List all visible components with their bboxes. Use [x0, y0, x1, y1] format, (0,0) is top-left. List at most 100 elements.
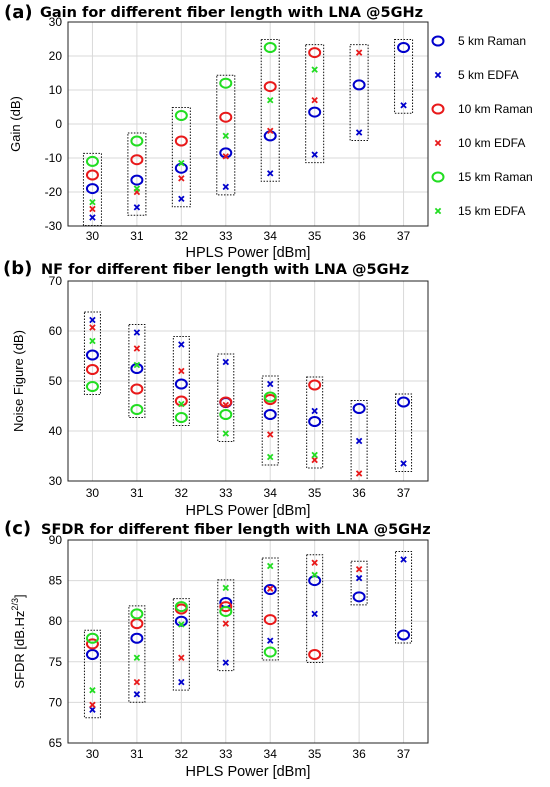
x-tick-label: 36 — [352, 486, 366, 500]
marker-10-km-edfa — [222, 153, 230, 160]
marker-10-km-raman — [85, 169, 99, 181]
x-tick-label: 35 — [308, 747, 322, 761]
group-box — [261, 375, 279, 466]
marker-15-km-raman — [263, 391, 277, 403]
marker-5-km-raman — [397, 629, 411, 641]
marker-10-km-edfa — [355, 470, 363, 477]
marker-5-km-raman — [174, 378, 188, 390]
marker-5-km-edfa — [355, 437, 363, 445]
y-tick-label: 70 — [49, 274, 63, 288]
marker-5-km-raman — [85, 648, 99, 660]
y-tick-label: 80 — [49, 614, 63, 628]
x-tick-label: 30 — [86, 229, 100, 243]
marker-10-km-edfa — [222, 401, 230, 409]
marker-5-km-edfa — [355, 129, 363, 136]
group-box — [217, 579, 235, 672]
y-tick-label: -30 — [45, 219, 63, 233]
marker-10-km-raman — [308, 379, 322, 391]
legend-marker-5-km-raman — [431, 35, 445, 47]
marker-10-km-edfa — [311, 96, 318, 104]
marker-5-km-raman — [308, 416, 322, 427]
marker-5-km-raman — [263, 409, 277, 420]
axes-frame — [67, 21, 429, 227]
plot-area — [67, 539, 429, 744]
axes-frame — [67, 280, 429, 482]
group-box — [128, 324, 146, 418]
marker-5-km-edfa — [400, 556, 407, 563]
x-tick-label: 37 — [397, 486, 411, 500]
panel-sfdr: (c) SFDR for different fiber length with … — [4, 518, 431, 780]
y-tick-label: 65 — [49, 736, 63, 750]
x-tick-label: 32 — [175, 229, 189, 243]
marker-5-km-edfa — [133, 204, 141, 211]
x-tick-label: 35 — [308, 229, 322, 243]
x-axis-label: HPLS Power [dBm] — [186, 245, 311, 261]
y-tick-label: 30 — [49, 474, 63, 488]
legend-marker-15-km-raman — [431, 171, 445, 183]
marker-10-km-raman — [130, 154, 144, 166]
axes-frame — [67, 539, 429, 744]
group-box — [395, 393, 413, 472]
group-box — [305, 44, 325, 164]
marker-5-km-edfa — [355, 574, 363, 582]
marker-5-km-edfa — [222, 659, 230, 666]
marker-10-km-raman — [174, 135, 188, 147]
y-tick-label: -20 — [45, 185, 63, 199]
marker-15-km-edfa — [222, 430, 230, 437]
panel-label: (a) — [4, 2, 33, 23]
marker-15-km-edfa — [178, 159, 185, 167]
marker-10-km-raman — [85, 638, 99, 650]
marker-15-km-raman — [85, 381, 99, 392]
marker-10-km-edfa — [178, 175, 185, 182]
x-tick-label: 37 — [397, 229, 411, 243]
panel-gain: (a) Gain for different fiber length with … — [4, 2, 533, 261]
x-tick-label: 30 — [86, 486, 100, 500]
x-tick-label: 33 — [219, 747, 233, 761]
marker-10-km-edfa — [355, 49, 363, 56]
marker-5-km-raman — [85, 183, 99, 195]
legend-marker-10-km-raman — [431, 103, 445, 115]
legend: 5 km Raman 5 km EDFA 10 km Raman 10 km EDFA… — [431, 34, 533, 218]
marker-10-km-edfa — [89, 324, 96, 331]
y-tick-label: 50 — [49, 374, 63, 388]
panel-noise-figure: (b) NF for different fiber length with LN… — [3, 258, 429, 519]
group-box — [128, 605, 146, 703]
marker-15-km-edfa — [133, 361, 141, 369]
marker-15-km-raman — [130, 404, 144, 415]
marker-10-km-raman — [219, 396, 233, 408]
y-tick-label: -10 — [45, 151, 63, 165]
marker-5-km-edfa — [89, 706, 96, 713]
marker-15-km-edfa — [266, 453, 274, 461]
legend-marker-10-km-edfa — [434, 139, 442, 147]
x-tick-label: 32 — [175, 747, 189, 761]
group-box — [260, 39, 280, 182]
marker-5-km-edfa — [178, 341, 185, 348]
marker-10-km-raman — [219, 601, 233, 613]
marker-5-km-edfa — [311, 407, 318, 415]
marker-15-km-edfa — [89, 337, 96, 345]
marker-15-km-edfa — [222, 132, 230, 140]
x-tick-label: 34 — [264, 486, 278, 500]
marker-15-km-edfa — [133, 185, 141, 192]
marker-5-km-raman — [130, 174, 144, 186]
group-box — [261, 557, 279, 661]
x-tick-label: 32 — [175, 486, 189, 500]
y-axis-label: SFDR [dB.Hz2/3] — [10, 594, 27, 688]
x-axis-label: HPLS Power [dBm] — [186, 764, 311, 780]
marker-5-km-edfa — [266, 170, 274, 177]
marker-15-km-raman — [174, 601, 188, 613]
marker-15-km-edfa — [89, 198, 96, 206]
y-tick-label: 40 — [49, 424, 63, 438]
marker-5-km-raman — [352, 591, 366, 603]
legend-label: 10 km EDFA — [458, 136, 525, 150]
marker-5-km-edfa — [133, 329, 141, 336]
marker-15-km-raman — [130, 135, 144, 147]
marker-5-km-edfa — [311, 610, 318, 618]
marker-15-km-edfa — [266, 562, 274, 570]
panel-label: (b) — [3, 258, 32, 279]
marker-10-km-edfa — [133, 678, 141, 686]
marker-5-km-raman — [130, 632, 144, 644]
x-tick-label: 30 — [86, 747, 100, 761]
chart-title: NF for different fiber length with LNA @… — [41, 262, 409, 278]
marker-5-km-edfa — [311, 151, 318, 158]
